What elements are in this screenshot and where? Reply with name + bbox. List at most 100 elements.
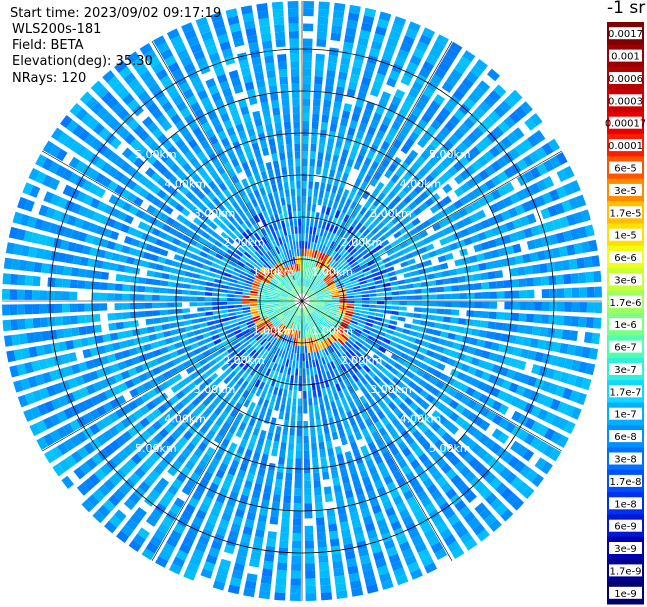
gate-cell: [233, 365, 242, 374]
gate-cell: [308, 295, 316, 299]
gate-cell: [322, 254, 328, 262]
gate-cell: [435, 113, 447, 125]
gate-cell: [109, 332, 119, 341]
gate-cell: [562, 387, 573, 400]
gate-cell: [204, 418, 214, 428]
gate-cell: [346, 327, 354, 334]
gate-cell: [159, 295, 168, 301]
gate-cell: [415, 100, 427, 111]
gate-cell: [207, 272, 217, 278]
gate-cell: [257, 303, 265, 306]
gate-cell: [382, 206, 392, 216]
gate-cell: [512, 127, 525, 140]
gate-cell: [519, 290, 527, 299]
gate-cell: [269, 345, 276, 353]
gate-cell: [389, 276, 398, 282]
gate-cell: [56, 426, 68, 439]
gate-cell: [438, 338, 447, 346]
gate-cell: [350, 261, 359, 268]
gate-cell: [360, 283, 368, 288]
gate-cell: [191, 397, 201, 407]
gate-cell: [364, 434, 373, 445]
gate-cell: [181, 484, 193, 496]
gate-cell: [429, 204, 440, 214]
gate-cell: [461, 77, 474, 90]
gate-cell: [399, 306, 407, 311]
gate-cell: [505, 245, 515, 255]
gate-cell: [530, 338, 539, 349]
gate-cell: [375, 284, 384, 289]
gate-cell: [257, 514, 268, 524]
gate-cell: [397, 279, 406, 285]
gate-cell: [382, 196, 392, 206]
gate-cell: [344, 329, 353, 336]
gate-cell: [413, 288, 422, 294]
gate-cell: [231, 322, 239, 328]
gate-cell: [282, 427, 289, 436]
gate-cell: [314, 309, 321, 314]
gate-cell: [280, 525, 290, 534]
gate-cell: [361, 140, 371, 150]
gate-cell: [223, 544, 235, 555]
gate-cell: [320, 365, 325, 374]
gate-cell: [358, 122, 368, 133]
gate-cell: [265, 162, 273, 171]
gate-cell: [329, 123, 338, 132]
gate-cell: [364, 483, 374, 493]
gate-cell: [519, 301, 527, 311]
gate-cell: [169, 418, 180, 428]
gate-cell: [277, 562, 288, 571]
gate-cell: [495, 482, 508, 495]
gate-cell: [570, 406, 582, 420]
gate-cell: [326, 257, 333, 265]
gate-cell: [261, 358, 268, 366]
gate-cell: [550, 414, 562, 428]
gate-cell: [99, 282, 108, 290]
gate-cell: [280, 91, 289, 100]
gate-cell: [360, 445, 369, 455]
gate-cell: [242, 328, 250, 335]
gate-cell: [203, 408, 212, 418]
gate-cell: [142, 381, 153, 391]
gate-cell: [367, 126, 377, 136]
gate-cell: [412, 173, 423, 183]
gate-cell: [250, 497, 260, 507]
gate-cell: [542, 192, 553, 204]
gate-cell: [377, 461, 387, 472]
gate-cell: [503, 181, 515, 193]
gate-cell: [217, 359, 226, 367]
gate-cell: [383, 475, 394, 485]
gate-cell: [238, 320, 246, 325]
gate-cell: [146, 400, 156, 411]
gate-cell: [479, 272, 489, 280]
gate-cell: [305, 287, 310, 295]
gate-cell: [268, 326, 276, 333]
gate-cell: [146, 425, 157, 436]
gate-cell: [459, 293, 467, 300]
gate-cell: [139, 417, 150, 428]
gate-cell: [436, 308, 445, 315]
gate-cell: [220, 309, 228, 314]
gate-cell: [253, 317, 261, 323]
gate-cell: [332, 17, 344, 27]
gate-cell: [498, 366, 509, 377]
gate-cell: [588, 239, 598, 252]
gate-cell: [430, 387, 440, 397]
gate-cell: [272, 346, 278, 355]
gate-cell: [85, 314, 94, 323]
gate-cell: [276, 364, 281, 373]
gate-cell: [339, 298, 347, 301]
gate-cell: [281, 317, 287, 324]
gate-cell: [24, 361, 34, 374]
gate-cell: [291, 91, 300, 99]
gate-cell: [228, 282, 237, 287]
gate-cell: [297, 323, 300, 331]
gate-cell: [455, 526, 469, 539]
gate-cell: [121, 430, 133, 442]
gate-cell: [237, 317, 245, 322]
gate-cell: [432, 264, 441, 272]
gate-cell: [402, 515, 414, 526]
gate-cell: [382, 376, 391, 385]
gate-cell: [365, 101, 375, 112]
gate-cell: [353, 288, 362, 293]
